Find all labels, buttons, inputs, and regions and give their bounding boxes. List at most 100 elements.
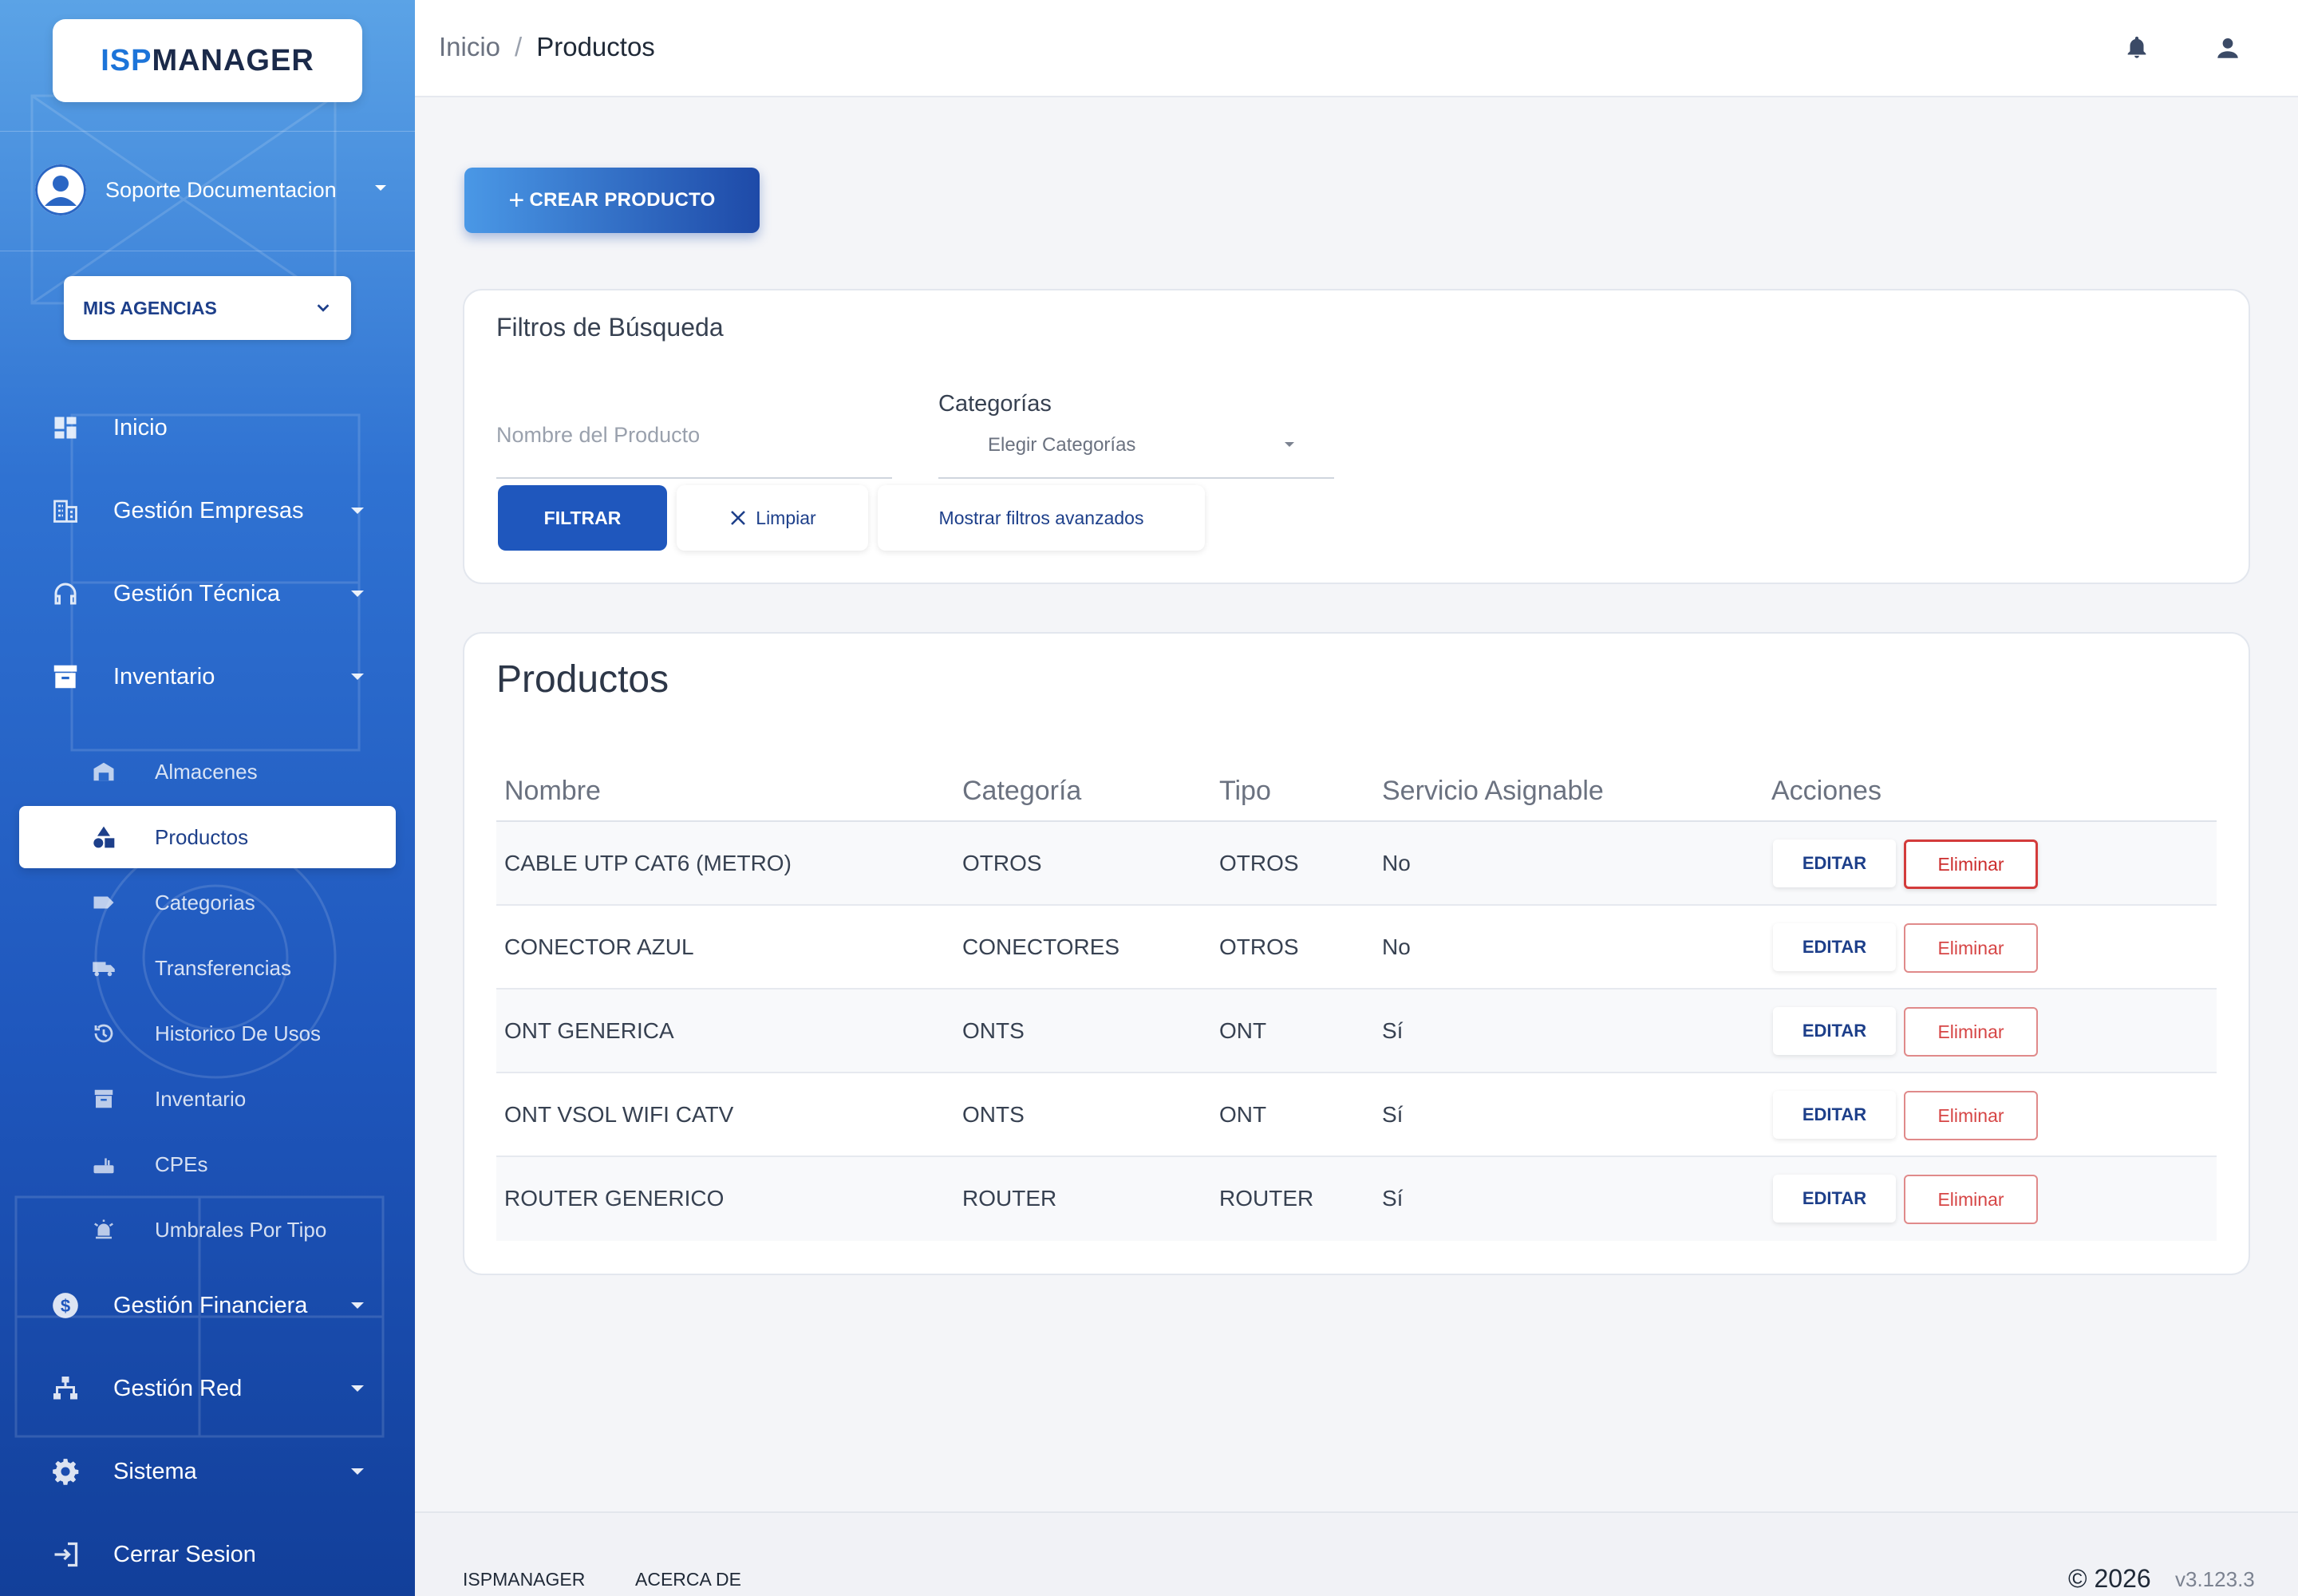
delete-button[interactable]: Eliminar: [1904, 1091, 2038, 1140]
cell-servicio: No: [1382, 851, 1411, 875]
router-icon: [91, 1152, 116, 1177]
breadcrumb-home[interactable]: Inicio: [439, 32, 501, 61]
filters-title: Filtros de Búsqueda: [496, 313, 724, 342]
cell-tipo: OTROS: [1219, 934, 1299, 959]
sidebar-subitem-inventario[interactable]: Inventario: [19, 1068, 396, 1130]
delete-button[interactable]: Eliminar: [1904, 1175, 2038, 1224]
sidebar: ISPMANAGER Soporte Documentacion MIS AGE…: [0, 0, 415, 1596]
user-menu[interactable]: Soporte Documentacion: [35, 164, 386, 215]
cell-categoria: ROUTER: [962, 1186, 1057, 1211]
cell-nombre: CONECTOR AZUL: [504, 934, 694, 959]
archive-icon: [91, 1086, 116, 1112]
sidebar-item-cerrar-sesion[interactable]: Cerrar Sesion: [0, 1523, 415, 1586]
sidebar-subitem-umbrales[interactable]: Umbrales Por Tipo: [19, 1199, 396, 1261]
table-row: CONECTOR AZUL CONECTORES OTROS No EDITAR…: [496, 906, 2217, 990]
sidebar-item-label: Gestión Financiera: [113, 1292, 308, 1318]
user-icon[interactable]: [2210, 30, 2245, 65]
cell-nombre: CABLE UTP CAT6 (METRO): [504, 851, 792, 875]
close-icon: [731, 511, 746, 525]
sidebar-item-gestion-empresas[interactable]: Gestión Empresas: [0, 479, 415, 543]
breadcrumb-separator: /: [515, 32, 523, 61]
column-header-nombre[interactable]: Nombre: [504, 776, 601, 806]
sidebar-subitem-historico[interactable]: Historico De Usos: [19, 1002, 396, 1065]
product-name-input[interactable]: [496, 433, 892, 479]
plus-icon: +: [508, 185, 525, 215]
create-product-button[interactable]: + CREAR PRODUCTO: [464, 168, 760, 233]
building-icon: [49, 495, 81, 527]
user-name: Soporte Documentacion: [105, 177, 337, 202]
breadcrumb: Inicio / Productos: [439, 32, 655, 62]
alarm-icon: [91, 1217, 116, 1242]
breadcrumb-current: Productos: [536, 32, 655, 61]
history-icon: [91, 1021, 116, 1046]
column-header-categoria[interactable]: Categoría: [962, 776, 1082, 806]
avatar-icon: [35, 164, 86, 215]
footer-link-acerca-de[interactable]: ACERCA DE: [635, 1569, 741, 1590]
sidebar-item-label: Inventario: [113, 663, 215, 689]
create-product-label: CREAR PRODUCTO: [529, 189, 716, 211]
sidebar-subitem-label: CPEs: [155, 1152, 208, 1176]
edit-button[interactable]: EDITAR: [1773, 839, 1896, 887]
avatar: [35, 164, 86, 215]
tag-icon: [91, 890, 116, 915]
sidebar-item-gestion-red[interactable]: Gestión Red: [0, 1357, 415, 1420]
sidebar-subitem-productos[interactable]: Productos: [19, 806, 396, 868]
caret-down-icon: [1285, 442, 1294, 447]
caret-down-icon: [351, 508, 364, 514]
sidebar-item-inventario[interactable]: Inventario: [0, 645, 415, 709]
delete-button[interactable]: Eliminar: [1904, 923, 2038, 973]
network-icon: [49, 1373, 81, 1404]
dollar-icon: $: [49, 1290, 81, 1321]
cell-servicio: Sí: [1382, 1102, 1404, 1127]
logo[interactable]: ISPMANAGER: [53, 19, 362, 102]
advanced-filters-button[interactable]: Mostrar filtros avanzados: [878, 485, 1205, 551]
copyright: © 2026: [2068, 1564, 2151, 1593]
sidebar-item-label: Sistema: [113, 1458, 197, 1484]
agencies-label: MIS AGENCIAS: [83, 297, 217, 318]
table-row: ROUTER GENERICO ROUTER ROUTER Sí EDITAR …: [496, 1157, 2217, 1241]
column-header-tipo[interactable]: Tipo: [1219, 776, 1271, 806]
cell-categoria: ONTS: [962, 1018, 1025, 1043]
clear-button[interactable]: Limpiar: [677, 485, 868, 551]
sidebar-subitem-almacenes[interactable]: Almacenes: [19, 741, 396, 803]
cell-categoria: ONTS: [962, 1102, 1025, 1127]
version: v3.123.3: [2175, 1567, 2255, 1591]
column-header-servicio[interactable]: Servicio Asignable: [1382, 776, 1604, 806]
sidebar-subitem-cpes[interactable]: CPEs: [19, 1133, 396, 1195]
table-row: ONT GENERICA ONTS ONT Sí EDITAR Eliminar: [496, 990, 2217, 1073]
cell-tipo: ONT: [1219, 1102, 1267, 1127]
table-row: ONT VSOL WIFI CATV ONTS ONT Sí EDITAR El…: [496, 1073, 2217, 1157]
edit-button[interactable]: EDITAR: [1773, 923, 1896, 971]
sidebar-item-inicio[interactable]: Inicio: [0, 396, 415, 460]
footer-link-ispmanager[interactable]: ISPMANAGER: [463, 1569, 586, 1590]
edit-button[interactable]: EDITAR: [1773, 1007, 1896, 1055]
sidebar-item-sistema[interactable]: Sistema: [0, 1440, 415, 1503]
categories-select[interactable]: [938, 434, 1334, 479]
cell-nombre: ROUTER GENERICO: [504, 1186, 725, 1211]
sidebar-subitem-categorias[interactable]: Categorias: [19, 871, 396, 934]
sidebar-subitem-transferencias[interactable]: Transferencias: [19, 937, 396, 999]
sidebar-subitem-label: Historico De Usos: [155, 1021, 322, 1045]
delete-button[interactable]: Eliminar: [1904, 839, 2038, 889]
agencies-dropdown[interactable]: MIS AGENCIAS: [64, 276, 351, 340]
sidebar-item-gestion-tecnica[interactable]: Gestión Técnica: [0, 562, 415, 626]
gear-icon: [49, 1456, 81, 1487]
cell-servicio: Sí: [1382, 1018, 1404, 1043]
cell-servicio: No: [1382, 934, 1411, 959]
svg-text:$: $: [61, 1296, 71, 1316]
sidebar-item-gestion-financiera[interactable]: $ Gestión Financiera: [0, 1274, 415, 1337]
edit-button[interactable]: EDITAR: [1773, 1175, 1896, 1223]
sidebar-item-label: Cerrar Sesion: [113, 1541, 256, 1567]
table-row: CABLE UTP CAT6 (METRO) OTROS OTROS No ED…: [496, 822, 2217, 906]
filter-button[interactable]: FILTRAR: [498, 485, 667, 551]
categories-label: Categorías: [938, 391, 1052, 417]
logo-isp: ISP: [101, 43, 152, 77]
sidebar-subitem-label: Transferencias: [155, 955, 291, 980]
sidebar-item-label: Gestión Empresas: [113, 497, 304, 523]
truck-icon: [91, 955, 116, 981]
shapes-icon: [91, 824, 116, 850]
edit-button[interactable]: EDITAR: [1773, 1091, 1896, 1139]
bell-icon[interactable]: [2119, 30, 2154, 65]
delete-button[interactable]: Eliminar: [1904, 1007, 2038, 1057]
dashboard-icon: [49, 412, 81, 444]
